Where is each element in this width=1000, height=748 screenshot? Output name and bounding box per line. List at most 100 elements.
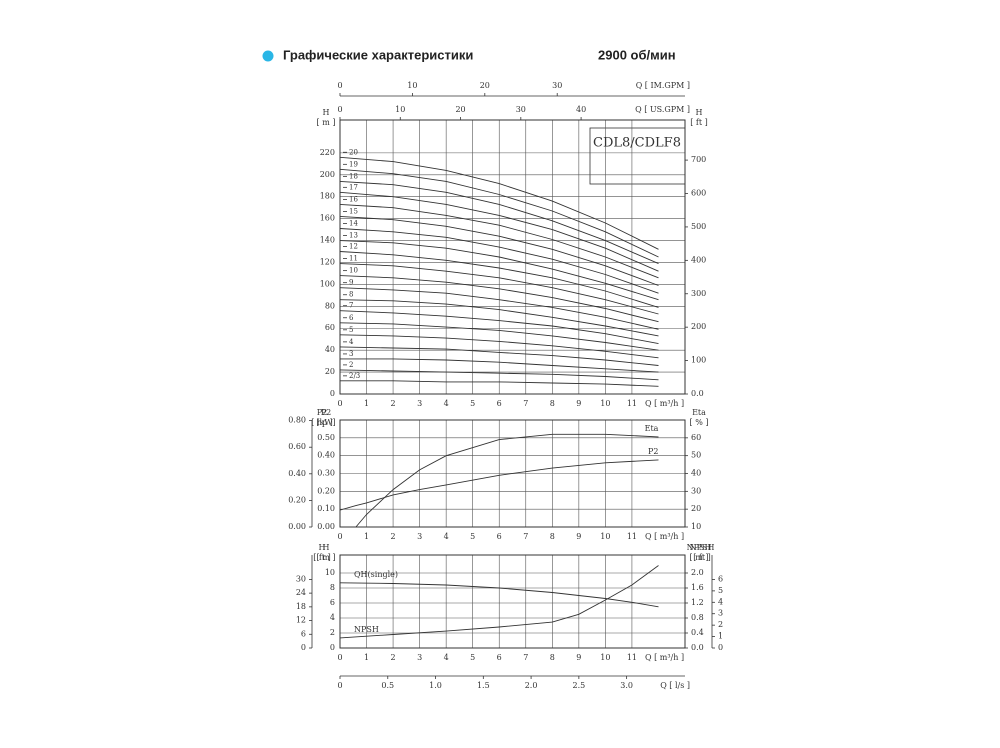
y-tick-label: 8 (330, 583, 335, 592)
axis-tick-label: 0 (337, 681, 342, 690)
series-label: 4 (349, 338, 354, 346)
x-tick-label: 7 (523, 653, 528, 662)
axis-tick-label: 0.5 (381, 681, 394, 690)
axis-tick-label: 0 (337, 105, 342, 114)
axis-tick-label: 2.0 (525, 681, 538, 690)
axis-tick-label: 5 (718, 586, 723, 595)
axis-tick-label: 30 (516, 105, 526, 114)
axis-tick-label: 0.60 (288, 442, 306, 451)
x-tick-label: 9 (576, 399, 581, 408)
series-label: 13 (349, 232, 358, 240)
series-label: 18 (349, 172, 358, 180)
x-tick-label: 3 (417, 532, 422, 541)
y2-tick-label: 0.0 (691, 389, 704, 398)
series-label: 7 (349, 302, 353, 310)
axis-tick-label: 1 (718, 632, 723, 641)
x-tick-label: 4 (444, 653, 449, 662)
curve (339, 215, 659, 286)
curve (339, 299, 659, 337)
y-axis-label: H (323, 543, 330, 552)
x-tick-label: 5 (470, 532, 475, 541)
series-label: P2 (648, 447, 658, 456)
y2-axis-label: NPSH (687, 543, 712, 552)
x-tick-label: 11 (627, 532, 637, 541)
y2-axis-label: H (696, 108, 703, 117)
y-axis-label: H (323, 108, 330, 117)
y2-tick-label: 0.8 (691, 613, 704, 622)
curve (339, 203, 659, 279)
curve (339, 346, 659, 366)
y-tick-label: 220 (320, 148, 335, 157)
y-tick-label: 6 (330, 598, 335, 607)
y2-tick-label: 20 (691, 504, 701, 513)
x-tick-label: 0 (337, 532, 342, 541)
y-tick-label: 4 (330, 613, 335, 622)
axis-label: Q [ IM.GPM ] (636, 81, 690, 90)
y-tick-label: 0 (330, 389, 335, 398)
y-tick-label: 60 (325, 323, 335, 332)
y-tick-label: 0.40 (317, 451, 335, 460)
x-tick-label: 1 (364, 653, 369, 662)
axis-tick-label: 24 (296, 588, 306, 597)
axis-tick-label: 20 (455, 105, 465, 114)
axis-tick-label: 20 (480, 81, 490, 90)
x-axis-label: Q [ m³/h ] (645, 532, 684, 541)
x-tick-label: 1 (364, 399, 369, 408)
series-label: 16 (349, 195, 358, 203)
axis-tick-label: 6 (301, 629, 306, 638)
y-tick-label: 0.00 (317, 522, 335, 531)
x-tick-label: 9 (576, 532, 581, 541)
y-tick-label: 0.20 (317, 486, 335, 495)
curve (339, 156, 659, 250)
series-label: 15 (349, 207, 358, 215)
x-tick-label: 2 (391, 653, 396, 662)
axis-tick-label: 3 (718, 609, 723, 618)
axis-label: [ hp ] (311, 418, 333, 427)
axis-tick-label: 10 (395, 105, 405, 114)
curve (339, 191, 659, 272)
y2-tick-label: 600 (691, 189, 706, 198)
x-axis-label: Q [ m³/h ] (645, 399, 684, 408)
axis-tick-label: 0 (301, 643, 306, 652)
y2-tick-label: 100 (691, 356, 706, 365)
section-title: Графические характеристики (283, 47, 473, 62)
curve (355, 433, 659, 528)
x-tick-label: 0 (337, 399, 342, 408)
y2-tick-label: 0.4 (691, 628, 704, 637)
plot-frame (339, 419, 686, 528)
y2-axis-label: Eta (692, 408, 706, 417)
curve (339, 369, 659, 381)
speed: 2900 об/мин (598, 47, 676, 62)
x-tick-label: 10 (600, 653, 610, 662)
y2-axis-label: [ m ] (690, 553, 709, 562)
series-label: 10 (349, 267, 358, 275)
x-tick-label: 6 (497, 532, 502, 541)
y2-axis-label: [ % ] (690, 418, 709, 427)
x-tick-label: 2 (391, 532, 396, 541)
x-tick-label: 7 (523, 399, 528, 408)
curve (340, 358, 659, 373)
y2-tick-label: 0.0 (691, 643, 704, 652)
axis-tick-label: 6 (718, 574, 723, 583)
plot-frame (339, 554, 686, 649)
y2-tick-label: 700 (691, 155, 706, 164)
y-tick-label: 80 (325, 301, 335, 310)
series-label: 14 (349, 220, 358, 228)
axis-label: P2 (317, 408, 327, 417)
series-label: NPSH (354, 625, 379, 634)
y-axis-label: [ m ] (317, 553, 336, 562)
y-tick-label: 100 (320, 279, 335, 288)
y2-tick-label: 300 (691, 289, 706, 298)
series-label: 19 (349, 160, 358, 168)
series-label: QH(single) (354, 570, 398, 579)
axis-tick-label: 18 (296, 602, 306, 611)
curve (339, 180, 659, 265)
y2-tick-label: 30 (691, 486, 701, 495)
y-axis-label: P2 (321, 408, 331, 417)
curve (339, 263, 659, 315)
y-tick-label: 180 (320, 192, 335, 201)
series-label: 8 (349, 291, 353, 299)
x-tick-label: 4 (444, 532, 449, 541)
bullet (262, 50, 274, 62)
series-label: Eta (645, 424, 659, 433)
